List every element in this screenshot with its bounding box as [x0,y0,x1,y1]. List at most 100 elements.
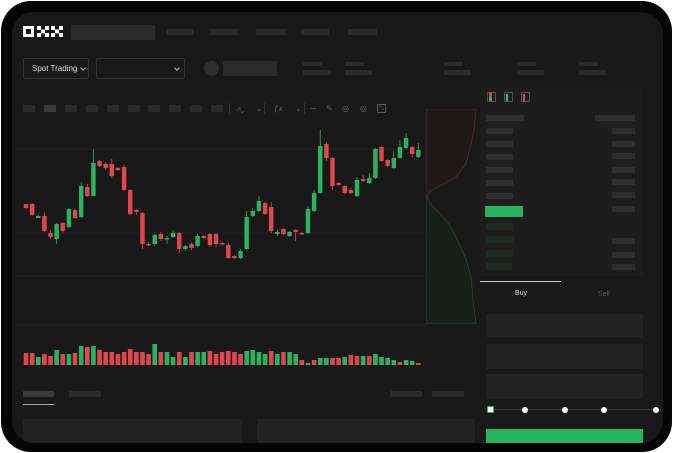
timeframe-button[interactable] [107,105,119,112]
nav-item[interactable] [166,29,194,35]
indicator-icon[interactable]: ƒ𝑥 [274,104,283,113]
nav-item[interactable] [210,29,238,35]
chevron-down-icon[interactable]: ⌄ [295,104,302,113]
volume-bar [176,352,182,365]
timeframe-button[interactable] [128,105,140,112]
filter-button[interactable] [432,391,464,397]
amount-slider-track[interactable] [491,409,657,410]
candle-body [109,164,115,176]
ask-price[interactable] [486,154,513,160]
settings-icon[interactable]: ◎ [360,104,367,113]
tab-buy[interactable]: Buy [515,290,528,297]
candle [72,209,78,219]
line-tool-icon[interactable]: ∼ [310,104,317,113]
ask-price[interactable] [486,167,513,173]
orderbook-asks-icon[interactable] [521,92,530,102]
slider-step-100[interactable] [653,407,659,413]
market-type-select[interactable]: Spot Trading [23,58,89,79]
candle-body [318,146,323,193]
nav-item[interactable] [301,29,329,35]
volume-bar [268,351,274,365]
candle-body [66,209,72,227]
active-tab-indicator [23,404,54,405]
candle-body [36,216,41,218]
filter-button[interactable] [390,391,422,397]
candle-type-icon[interactable]: ⩘⌄ [236,104,245,113]
candle-body [158,234,164,239]
volume-bar [66,354,72,365]
nav-item[interactable] [348,29,377,35]
volume-bar [23,353,29,365]
tab-order-history[interactable] [69,391,101,397]
volume-bar [256,352,262,365]
timeframe-button[interactable] [190,105,202,112]
header-search-bar[interactable] [71,25,155,40]
tab-open-orders[interactable] [23,391,54,397]
candle-body [354,180,360,196]
timeframe-button[interactable] [148,105,160,112]
candlestick-chart[interactable] [16,109,426,374]
slider-step-50[interactable] [562,407,568,413]
candle-body [201,236,206,238]
candle [170,230,176,238]
candle [244,211,249,250]
nav-item[interactable] [256,29,286,35]
total-input[interactable] [486,374,643,399]
timeframe-button[interactable] [211,105,223,112]
timeframe-button[interactable] [65,105,77,112]
ask-price[interactable] [486,193,513,199]
candle [226,243,231,259]
candle [115,167,121,171]
timeframe-button[interactable] [86,105,98,112]
buy-button[interactable] [486,429,643,443]
orderbook-bids-icon[interactable] [504,92,513,102]
volume-bar [281,352,286,365]
stat-label [303,62,322,66]
tab-sell[interactable]: Sell [598,291,610,298]
timeframe-button-active[interactable] [44,105,56,112]
volume-bar [97,350,102,365]
slider-step-75[interactable] [601,407,607,413]
orderbook-both-icon[interactable] [487,92,496,102]
orderbook-header-price [486,115,524,121]
assets-panel [257,419,475,443]
amount-input[interactable] [486,344,643,369]
fullscreen-icon[interactable]: ⤡ [377,104,386,113]
volume-bar [152,344,158,365]
candle [262,202,268,215]
volume-bar [287,352,292,365]
candle [60,222,65,233]
ask-amount [612,153,635,159]
okx-logo[interactable] [23,25,63,39]
trading-pair-select[interactable] [96,58,185,79]
chevron-down-icon [174,65,180,71]
volume-bar [330,358,335,365]
timeframe-button[interactable] [169,105,181,112]
bid-price[interactable] [486,250,513,257]
bid-price[interactable] [486,223,513,230]
volume-bar [354,356,360,365]
chevron-down-icon[interactable]: ⌄ [256,104,263,113]
snapshot-icon[interactable]: ◎ [342,104,349,113]
bid-price[interactable] [486,236,513,243]
candle-body [189,244,194,248]
ask-price[interactable] [486,180,513,186]
last-price[interactable] [485,206,523,217]
stat-label [517,62,536,66]
volume-bar [366,356,372,365]
depth-chart [426,109,477,324]
slider-step-25[interactable] [522,407,528,413]
ask-price[interactable] [486,128,513,134]
candle-body [409,147,415,154]
amount-slider-handle[interactable] [487,406,494,413]
candle-body [134,210,139,212]
volume-bar [336,358,341,365]
candle [318,130,323,194]
toolbar-divider [229,103,230,114]
timeframe-button[interactable] [23,105,35,112]
bid-price[interactable] [486,263,512,270]
candle-body [275,232,280,234]
price-input[interactable] [486,314,643,337]
draw-pencil-icon[interactable]: ✎ [326,104,333,113]
ask-price[interactable] [486,141,513,147]
